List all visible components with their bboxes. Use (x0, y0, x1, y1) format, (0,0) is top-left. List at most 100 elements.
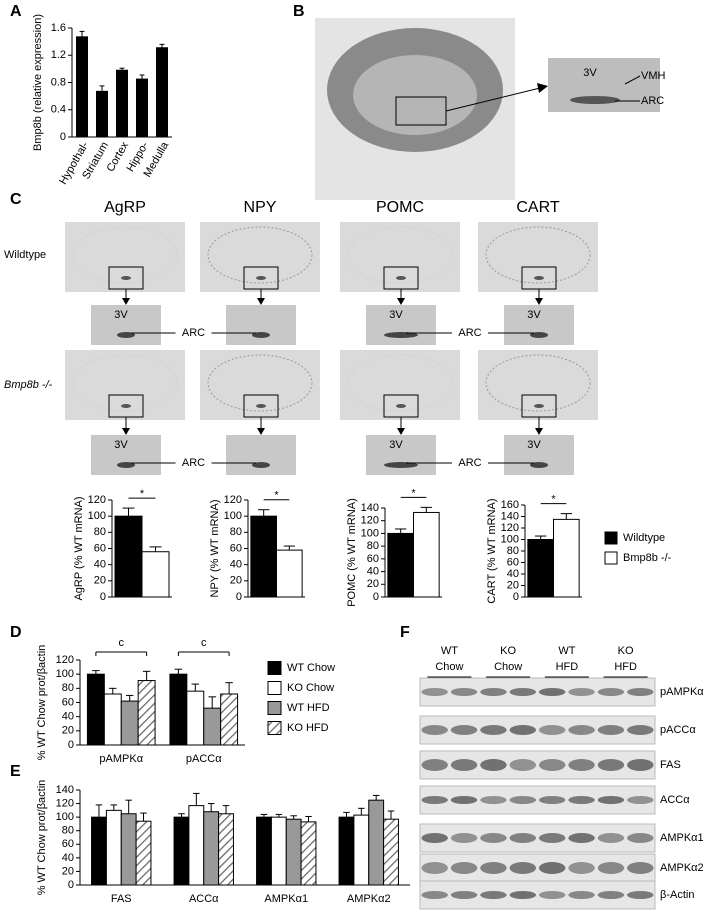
blot-band (627, 833, 654, 843)
bar (413, 511, 440, 598)
x-tick-label: FAS (111, 893, 132, 905)
bar (368, 799, 385, 886)
bar (203, 811, 220, 886)
inset-label: VMH (641, 70, 666, 82)
protein-label: AMPKα1 (660, 832, 704, 844)
arrow-head (397, 428, 405, 435)
x-tick-label: pACCα (186, 753, 222, 765)
y-tick-label: 60 (62, 838, 74, 850)
arc-stain (534, 404, 544, 408)
y-tick-label: 120 (361, 515, 379, 527)
blot-band (421, 833, 448, 843)
column-title: CART (516, 199, 559, 216)
bar (141, 551, 170, 598)
protein-label: pAMPKα (660, 686, 704, 698)
y-tick-label: 100 (56, 668, 74, 680)
legend-swatch (604, 551, 618, 565)
arrow-head (535, 428, 543, 435)
blot-band (421, 725, 448, 735)
arc-stain (252, 332, 270, 338)
panel-label: A (10, 3, 22, 20)
arrow-head (122, 428, 130, 435)
significance-label: * (140, 488, 145, 500)
protein-label: AMPKα2 (660, 862, 704, 874)
blot-band (568, 688, 595, 696)
arrow-head (122, 298, 130, 305)
inset-image (504, 305, 574, 345)
y-tick-label: 100 (361, 527, 379, 539)
inset-image (366, 435, 436, 475)
bar (220, 693, 239, 746)
legend-label: KO Chow (287, 682, 334, 694)
section-image (200, 222, 320, 292)
y-tick-label: 60 (367, 553, 379, 565)
arc-stain (530, 332, 548, 338)
bar (300, 821, 317, 886)
panel-label: B (293, 3, 305, 20)
bar (553, 518, 580, 598)
blot-band (480, 725, 507, 735)
blot-band (597, 725, 625, 735)
protein-label: ACCα (660, 794, 690, 806)
blot-band (421, 862, 448, 874)
y-tick-label: 120 (88, 494, 106, 506)
bar (120, 813, 137, 886)
blot-band (568, 891, 595, 899)
y-tick-label: 140 (56, 784, 74, 796)
panel-label: F (400, 624, 410, 641)
blot-band (421, 796, 448, 804)
inset-label: 3V (389, 439, 403, 451)
y-tick-label: 20 (62, 865, 74, 877)
arrow-head (535, 298, 543, 305)
y-tick-label: 20 (62, 725, 74, 737)
bar (276, 549, 303, 598)
x-tick-label: pAMPKα (99, 753, 143, 765)
arc-stain (121, 276, 131, 280)
y-tick-label: 160 (501, 499, 519, 511)
inset-image (226, 305, 296, 345)
bar (120, 700, 139, 746)
bar (169, 673, 188, 746)
arc-stain (396, 404, 406, 408)
blot-band (597, 891, 625, 899)
legend-label: Bmp8b -/- (623, 552, 672, 564)
blot-band (627, 688, 654, 696)
bar (114, 515, 143, 598)
section-outline (72, 226, 178, 284)
y-tick-label: 80 (507, 545, 519, 557)
y-tick-label: 0 (513, 591, 519, 603)
bar (338, 816, 355, 886)
bar (383, 818, 399, 886)
bar (103, 693, 122, 746)
y-axis-label: % WT Chow prot/βactin (36, 645, 48, 761)
blot-band (568, 796, 595, 804)
blot-band (568, 759, 595, 771)
bar (105, 809, 122, 886)
bar (218, 813, 234, 886)
arc-stain (117, 332, 135, 338)
y-tick-label: 40 (507, 568, 519, 580)
group-genotype: KO (500, 645, 516, 657)
section-image (478, 222, 598, 292)
blot-band (627, 759, 654, 771)
arc-stain (570, 96, 620, 104)
bar (203, 707, 222, 746)
legend-swatch (267, 681, 282, 695)
section-outline (347, 226, 453, 284)
row-label: Bmp8b -/- (4, 379, 53, 391)
section-outline (347, 354, 453, 412)
blot-band (597, 862, 625, 874)
legend-label: WT HFD (287, 702, 330, 714)
pointer (624, 75, 641, 85)
inset-label: 3V (389, 309, 403, 321)
inset-label: ARC (458, 327, 481, 339)
column-title: AgRP (104, 199, 146, 216)
arc-stain (530, 462, 548, 468)
inset-label: 3V (527, 439, 541, 451)
blot-band (450, 759, 478, 771)
blot-band (480, 891, 507, 899)
x-tick-label: AMPKα2 (347, 893, 391, 905)
blot-band (538, 891, 566, 899)
arc-stain (121, 404, 131, 408)
blot-band (538, 725, 566, 735)
